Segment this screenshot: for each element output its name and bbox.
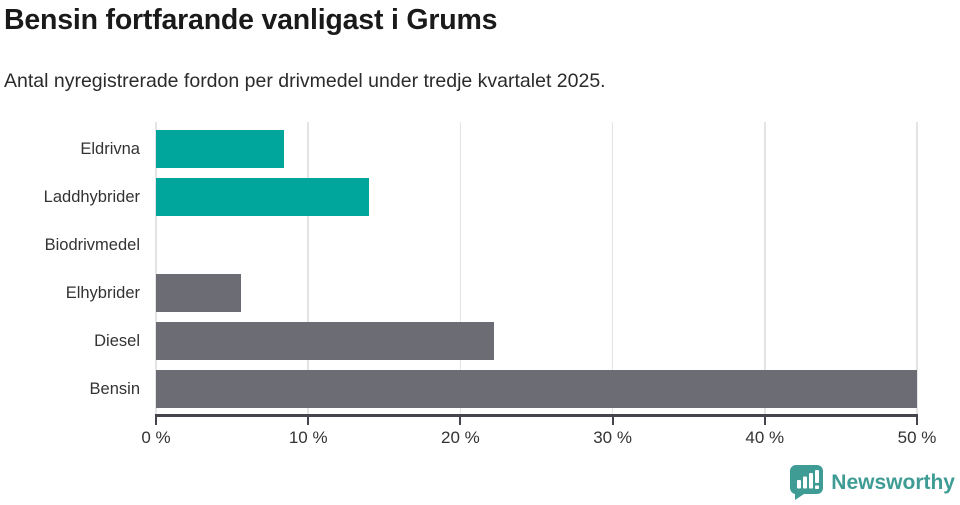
- axis-tick-label: 40 %: [745, 428, 785, 447]
- axis-tick: [307, 417, 310, 425]
- axis-tick: [155, 417, 157, 425]
- gridline: [611, 122, 614, 415]
- bar-elhybrider: [156, 274, 242, 312]
- category-label-bensin: Bensin: [89, 380, 140, 398]
- axis-tick: [611, 417, 614, 425]
- gridline: [459, 122, 462, 415]
- gridline: [307, 122, 309, 415]
- newsworthy-icon: [790, 465, 824, 500]
- category-label-elhybrider: Elhybrider: [65, 284, 140, 302]
- axis-tick-label: 50 %: [897, 428, 937, 447]
- bar-laddhybrider: [156, 178, 370, 216]
- chart-subtitle: Antal nyregistrerade fordon per drivmede…: [4, 70, 606, 92]
- newsworthy-logo: Newsworthy: [790, 465, 955, 500]
- category-label-laddhybrider: Laddhybrider: [43, 188, 140, 206]
- category-label-eldrivna: Eldrivna: [80, 140, 140, 158]
- bar-bensin: [156, 370, 917, 408]
- x-axis-line: [155, 414, 918, 417]
- axis-tick-label: 10 %: [288, 428, 328, 447]
- plot-area: [155, 122, 918, 415]
- gridline: [916, 122, 918, 415]
- gridline: [155, 122, 157, 415]
- axis-tick: [459, 417, 462, 425]
- chart-title: Bensin fortfarande vanligast i Grums: [4, 4, 498, 36]
- axis-tick-label: 0 %: [141, 428, 171, 447]
- axis-tick: [763, 417, 766, 425]
- category-label-biodrivmedel: Biodrivmedel: [44, 236, 140, 254]
- axis-tick-label: 20 %: [441, 428, 480, 447]
- bar-diesel: [156, 322, 494, 360]
- x-axis: 0 % 10 % 20 % 30 % 40 % 50 %: [141, 417, 936, 457]
- category-labels: Eldrivna Laddhybrider Biodrivmedel Elhybrid…: [0, 122, 140, 415]
- bar-eldrivna: [156, 130, 284, 168]
- axis-tick-label: 30 %: [593, 428, 632, 447]
- newsworthy-wordmark: Newsworthy: [831, 470, 955, 494]
- axis-tick: [916, 417, 918, 425]
- category-label-diesel: Diesel: [94, 332, 140, 350]
- gridline: [764, 122, 766, 415]
